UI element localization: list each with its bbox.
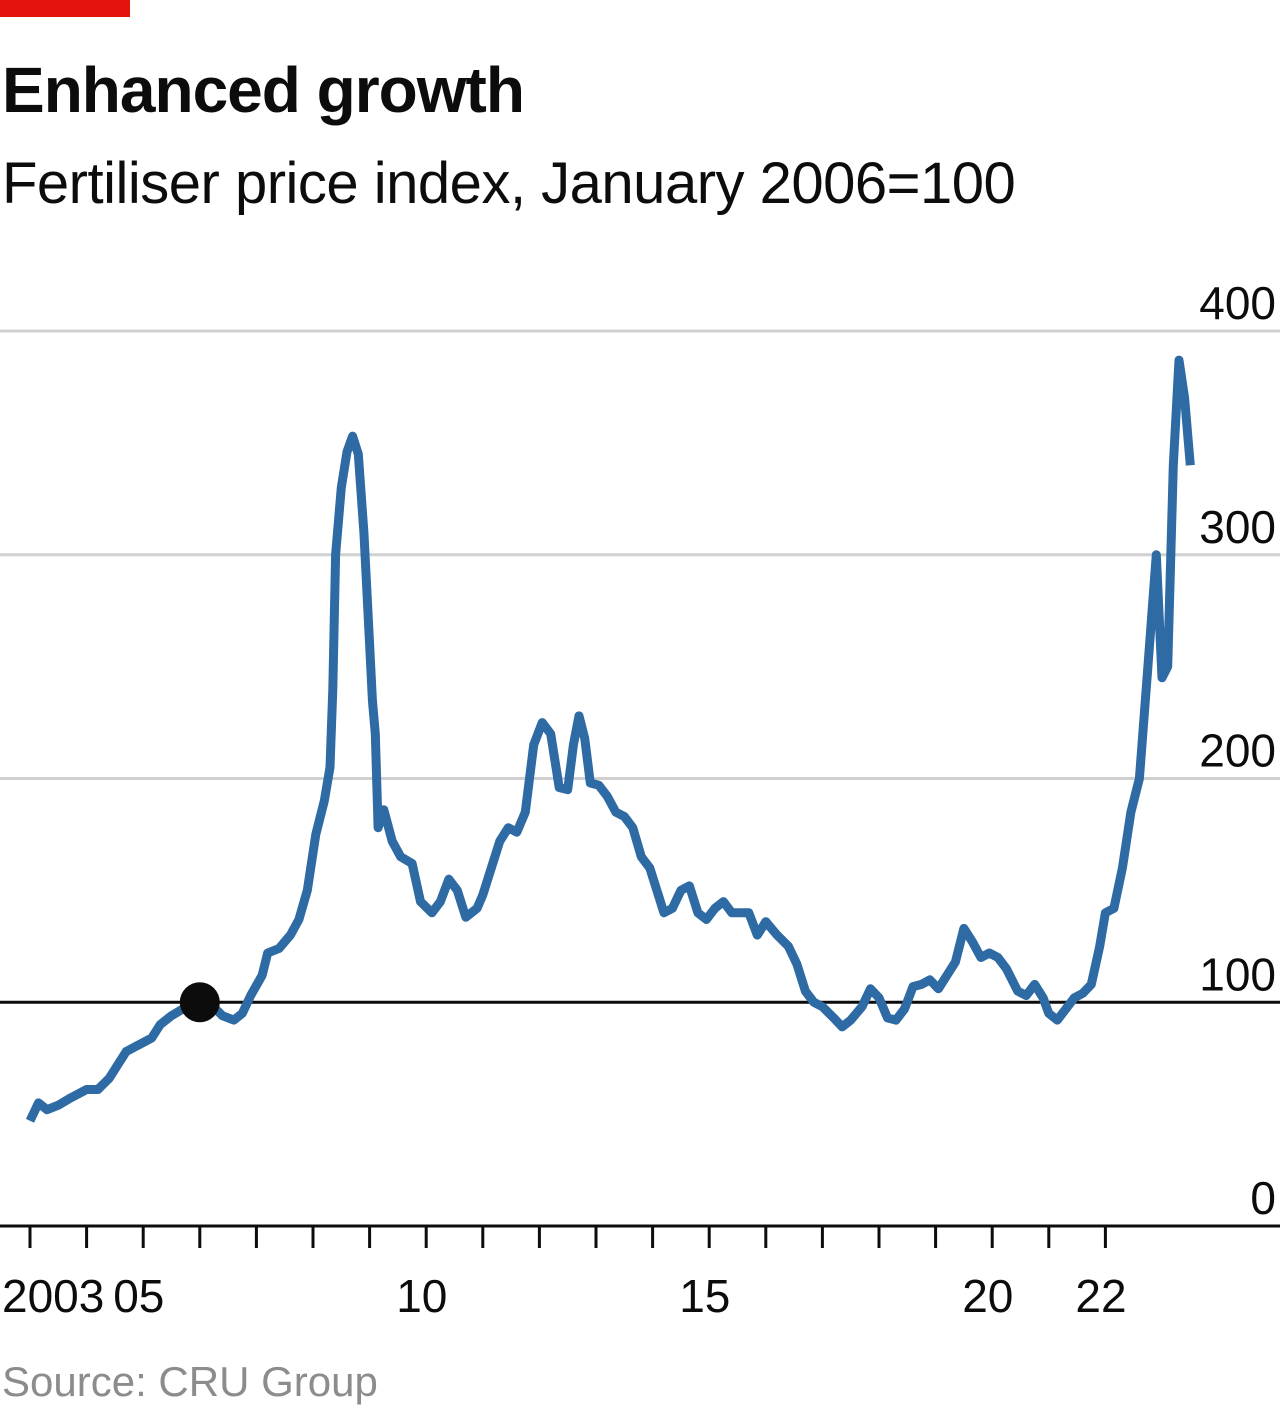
source-note: Source: CRU Group (2, 1358, 378, 1405)
x-tick-label-2003: 2003 (2, 1270, 104, 1322)
highlight-dot (179, 982, 220, 1023)
x-tick-label-10: 10 (396, 1270, 447, 1322)
chart-title: Enhanced growth (2, 54, 525, 126)
x-tick-label-20: 20 (962, 1270, 1013, 1322)
y-tick-label-100: 100 (1199, 948, 1276, 1000)
x-tick-label-05: 05 (113, 1270, 164, 1322)
y-tick-labels: 0 100 200 300 400 (1199, 277, 1276, 1224)
grid-lines (0, 329, 1280, 1004)
highlight-layer (179, 982, 220, 1023)
y-tick-label-200: 200 (1199, 725, 1276, 777)
brand-accent-bar (0, 0, 130, 17)
series-line-0 (25, 355, 1195, 1123)
x-axis (0, 1224, 1280, 1248)
x-tick-labels: 2003 05 10 15 20 22 (2, 1270, 1127, 1322)
y-tick-label-0: 0 (1250, 1172, 1276, 1224)
x-tick-label-15: 15 (679, 1270, 730, 1322)
series-layer (25, 355, 1195, 1123)
x-tick-label-22: 22 (1075, 1270, 1126, 1322)
y-tick-label-300: 300 (1199, 501, 1276, 553)
y-tick-label-400: 400 (1199, 277, 1276, 329)
chart-subtitle: Fertiliser price index, January 2006=100 (2, 151, 1016, 216)
